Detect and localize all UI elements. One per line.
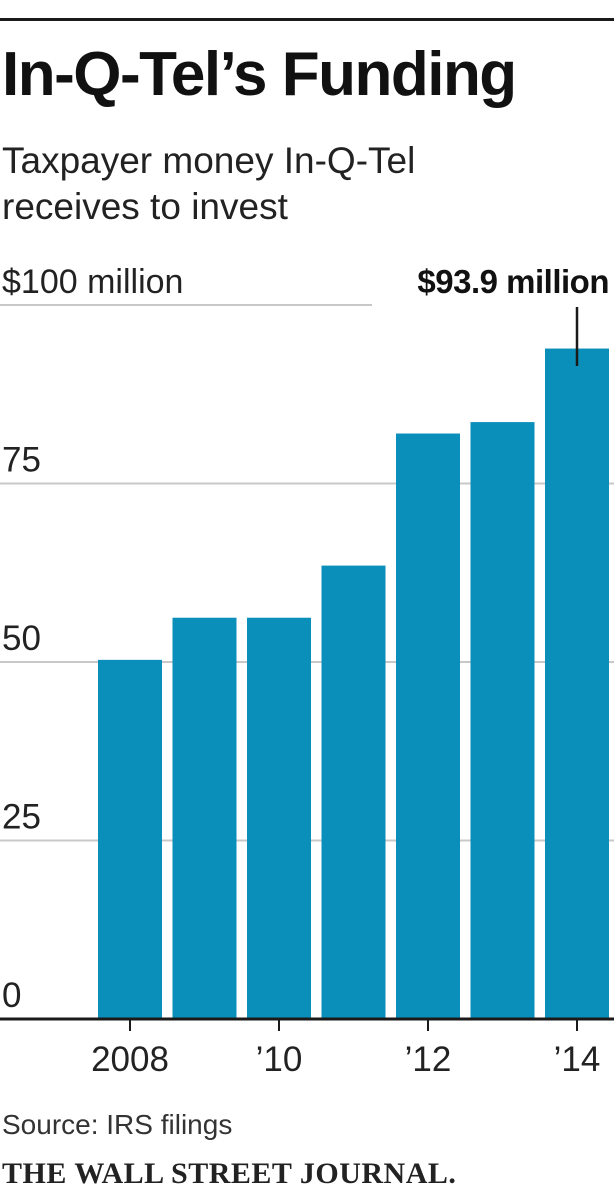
chart-title: In-Q-Tel’s Funding [2,40,517,109]
y-tick-label: 50 [2,619,41,658]
y-tick-label: 0 [2,976,21,1015]
bar [172,617,237,1019]
y-tick-label: 75 [2,441,41,480]
x-tick-label: 2008 [91,1040,169,1079]
x-tick-label: ’12 [405,1040,452,1079]
y-tick-label: 25 [2,798,41,837]
source-note: Source: IRS filings [2,1109,233,1140]
bar [247,617,311,1019]
bar [470,422,535,1019]
top-rule [0,18,614,21]
bar [321,565,386,1019]
bar [545,348,609,1020]
bar [98,659,162,1019]
y-tick-label: $100 million [2,263,183,301]
bar [396,433,460,1019]
publisher-logo: THE WALL STREET JOURNAL. [2,1157,457,1190]
bar-chart: 0 25 50 75 $100 million 2008 ’10 ’12 ’14 $93.9 mi… [0,263,614,1079]
chart-subtitle: Taxpayer money In-Q-Tel receives to inve… [2,140,416,227]
annotation-label: $93.9 million [417,263,609,300]
x-tick-label: ’10 [256,1040,303,1079]
x-tick-label: ’14 [554,1040,601,1079]
